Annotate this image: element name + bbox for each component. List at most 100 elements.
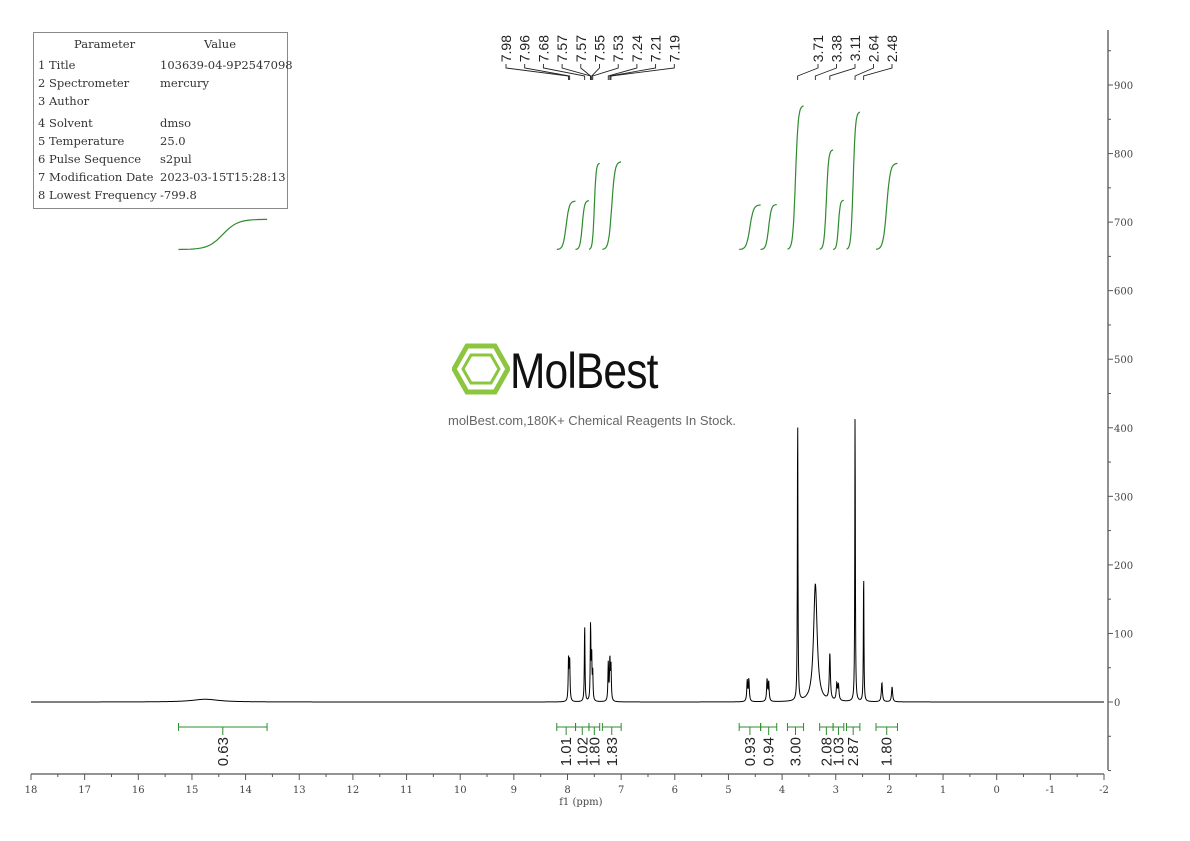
watermark-name: MolBest xyxy=(510,343,658,399)
peak-label-leader xyxy=(580,64,592,80)
integral-curve xyxy=(787,105,804,250)
integral-value-label: 3.00 xyxy=(788,737,805,766)
parameter-value: 103639-04-9P2547098 xyxy=(160,58,293,72)
x-tick-label: 2 xyxy=(886,785,892,796)
peak-label: 3.38 xyxy=(829,35,845,62)
integral-value-label: 1.01 xyxy=(558,737,575,766)
integral-value-label: 1.83 xyxy=(604,737,621,766)
y-tick-label: 700 xyxy=(1114,218,1133,229)
parameter-value: s2pul xyxy=(160,152,192,166)
x-tick-label: 0 xyxy=(994,785,1000,796)
x-tick-label: 5 xyxy=(725,785,731,796)
peak-label: 7.98 xyxy=(498,35,514,62)
parameter-value: -799.8 xyxy=(160,188,197,202)
x-tick-label: 7 xyxy=(618,785,624,796)
x-tick-label: 16 xyxy=(132,785,145,796)
peak-label-leader xyxy=(592,64,619,80)
integral-curve xyxy=(819,149,834,250)
x-tick-label: -1 xyxy=(1045,785,1055,796)
integral-curve xyxy=(846,111,861,250)
peak-label: 7.55 xyxy=(592,35,608,62)
x-tick-label: 15 xyxy=(186,785,199,796)
peak-label: 3.71 xyxy=(810,35,826,62)
peak-label-leader xyxy=(610,64,675,80)
peak-label: 2.48 xyxy=(884,35,900,62)
x-axis-label: f1 (ppm) xyxy=(559,797,602,808)
integral-value-label: 2.87 xyxy=(845,737,862,766)
peak-label-leader xyxy=(591,64,600,80)
x-tick-label: 1 xyxy=(940,785,946,796)
x-tick-label: 12 xyxy=(347,785,360,796)
spectrum-trace xyxy=(31,419,1104,703)
integral-value-label: 2.08 xyxy=(818,737,835,766)
x-tick-label: 6 xyxy=(672,785,678,796)
integral-value-label: 0.63 xyxy=(215,737,232,766)
parameter-value: 2023-03-15T15:28:13 xyxy=(160,170,286,184)
integral-curve xyxy=(833,199,844,250)
peak-label-leader xyxy=(829,64,856,80)
integral-value-label: 1.02 xyxy=(574,737,591,766)
peak-label-leader xyxy=(542,64,586,80)
peak-label: 7.57 xyxy=(554,35,570,62)
peak-label-leader xyxy=(814,64,837,80)
peak-label: 2.64 xyxy=(866,35,882,62)
parameter-label: 5 Temperature xyxy=(38,134,125,148)
x-tick-label: 13 xyxy=(293,785,306,796)
peak-label-leader xyxy=(524,64,571,80)
integral-value-label: 1.03 xyxy=(830,737,847,766)
y-tick-label: 400 xyxy=(1114,424,1133,435)
integral-curve xyxy=(556,200,576,250)
x-tick-label: 11 xyxy=(400,785,413,796)
peak-label-leader xyxy=(505,64,570,80)
integral-value-label: 1.80 xyxy=(586,737,603,766)
y-tick-label: 500 xyxy=(1114,355,1133,366)
parameter-label: 3 Author xyxy=(38,94,90,108)
parameter-label: 2 Spectrometer xyxy=(38,76,130,90)
peak-label-leader xyxy=(863,64,893,80)
peak-label-leader xyxy=(607,64,638,80)
integral-curve xyxy=(588,162,600,250)
peak-label: 7.96 xyxy=(517,35,533,62)
parameter-value: dmso xyxy=(160,116,192,130)
parameter-label: 8 Lowest Frequency xyxy=(38,188,157,202)
molbest-logo-icon xyxy=(452,343,510,395)
x-tick-label: 14 xyxy=(239,785,252,796)
y-tick-label: 800 xyxy=(1114,150,1133,161)
y-tick-label: 0 xyxy=(1114,698,1120,709)
y-tick-label: 100 xyxy=(1114,629,1133,640)
x-tick-label: 18 xyxy=(25,785,38,796)
peak-label: 7.57 xyxy=(573,35,589,62)
parameter-label: 6 Pulse Sequence xyxy=(38,152,142,166)
peak-label: 7.24 xyxy=(629,35,645,62)
y-tick-label: 200 xyxy=(1114,561,1133,572)
y-tick-label: 600 xyxy=(1114,287,1133,298)
x-tick-label: 10 xyxy=(454,785,467,796)
parameter-label: 1 Title xyxy=(38,58,76,72)
parameter-table: Parameter Value 1 Title 103639-04-9P25470… xyxy=(33,32,293,209)
x-tick-label: 9 xyxy=(511,785,517,796)
parameter-header: Parameter xyxy=(74,37,136,51)
x-tick-label: 4 xyxy=(779,785,785,796)
parameter-value: 25.0 xyxy=(160,134,186,148)
integral-curve xyxy=(602,161,622,250)
integral-curve xyxy=(739,204,761,250)
parameter-label: 7 Modification Date xyxy=(38,170,154,184)
x-tick-label: -2 xyxy=(1099,785,1109,796)
integral-value-label: 1.80 xyxy=(879,737,896,766)
parameter-label: 4 Solvent xyxy=(38,116,93,130)
integral-curve xyxy=(875,162,898,250)
y-tick-label: 900 xyxy=(1114,81,1133,92)
peak-label: 3.11 xyxy=(847,35,863,61)
peak-label: 7.21 xyxy=(648,35,664,62)
y-tick-label: 300 xyxy=(1114,492,1133,503)
x-tick-label: 8 xyxy=(564,785,570,796)
x-tick-label: 17 xyxy=(78,785,91,796)
peak-label-leader xyxy=(609,64,657,80)
integral-value-label: 0.94 xyxy=(761,737,778,766)
peak-label: 7.53 xyxy=(610,35,626,62)
integral-value-label: 0.93 xyxy=(742,737,759,766)
watermark-tagline: molBest.com,180K+ Chemical Reagents In S… xyxy=(448,413,736,428)
peak-label-leader xyxy=(854,64,874,80)
parameter-value: mercury xyxy=(160,76,210,90)
